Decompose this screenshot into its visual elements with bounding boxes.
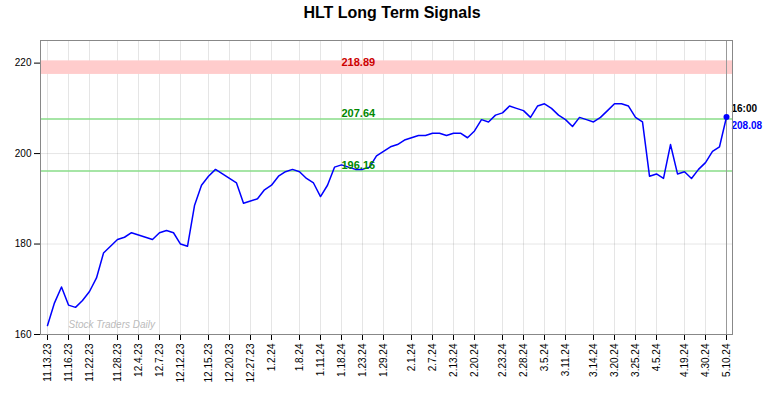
svg-text:2.1.24: 2.1.24 bbox=[406, 343, 417, 371]
svg-text:11.16.23: 11.16.23 bbox=[63, 343, 74, 382]
svg-text:220: 220 bbox=[15, 57, 32, 68]
svg-text:4.5.24: 4.5.24 bbox=[651, 343, 662, 371]
svg-text:5.10.24: 5.10.24 bbox=[721, 343, 732, 377]
svg-text:3.14.24: 3.14.24 bbox=[588, 343, 599, 377]
svg-text:4.19.24: 4.19.24 bbox=[679, 343, 690, 377]
svg-text:12.4.23: 12.4.23 bbox=[133, 343, 144, 377]
svg-text:2.20.24: 2.20.24 bbox=[469, 343, 480, 377]
svg-text:200: 200 bbox=[15, 148, 32, 159]
svg-text:2.23.24: 2.23.24 bbox=[497, 343, 508, 377]
svg-text:160: 160 bbox=[15, 329, 32, 340]
svg-text:1.18.24: 1.18.24 bbox=[336, 343, 347, 377]
svg-text:2.28.24: 2.28.24 bbox=[518, 343, 529, 377]
svg-text:11.22.23: 11.22.23 bbox=[84, 343, 95, 382]
svg-text:Stock Traders Daily: Stock Traders Daily bbox=[69, 319, 157, 330]
svg-text:12.20.23: 12.20.23 bbox=[224, 343, 235, 382]
svg-text:180: 180 bbox=[15, 238, 32, 249]
svg-text:12.12.23: 12.12.23 bbox=[175, 343, 186, 382]
svg-text:4.30.24: 4.30.24 bbox=[700, 343, 711, 377]
svg-text:1.11.24: 1.11.24 bbox=[315, 343, 326, 376]
svg-text:1.8.24: 1.8.24 bbox=[294, 343, 305, 371]
svg-text:207.64: 207.64 bbox=[342, 107, 377, 119]
svg-text:218.89: 218.89 bbox=[342, 56, 376, 68]
html-text:HLT Long Term Signals: HLT Long Term Signals bbox=[303, 4, 481, 21]
svg-text:3.20.24: 3.20.24 bbox=[609, 343, 620, 377]
svg-text:2.7.24: 2.7.24 bbox=[427, 343, 438, 371]
svg-text:3.11.24: 3.11.24 bbox=[560, 343, 571, 376]
svg-text:11.13.23: 11.13.23 bbox=[42, 343, 53, 382]
svg-text:208.08: 208.08 bbox=[732, 120, 763, 131]
svg-text:3.25.24: 3.25.24 bbox=[630, 343, 641, 377]
svg-text:1.23.24: 1.23.24 bbox=[357, 343, 368, 377]
svg-text:12.27.23: 12.27.23 bbox=[245, 343, 256, 382]
svg-text:12.7.23: 12.7.23 bbox=[154, 343, 165, 377]
svg-text:1.29.24: 1.29.24 bbox=[378, 343, 389, 377]
svg-text:3.5.24: 3.5.24 bbox=[539, 343, 550, 371]
svg-text:2.13.24: 2.13.24 bbox=[448, 343, 459, 377]
svg-text:12.15.23: 12.15.23 bbox=[203, 343, 214, 382]
svg-text:11.28.23: 11.28.23 bbox=[112, 343, 123, 382]
svg-text:1.2.24: 1.2.24 bbox=[266, 343, 277, 371]
svg-text:16:00: 16:00 bbox=[732, 103, 758, 114]
svg-text:196.16: 196.16 bbox=[342, 159, 376, 171]
